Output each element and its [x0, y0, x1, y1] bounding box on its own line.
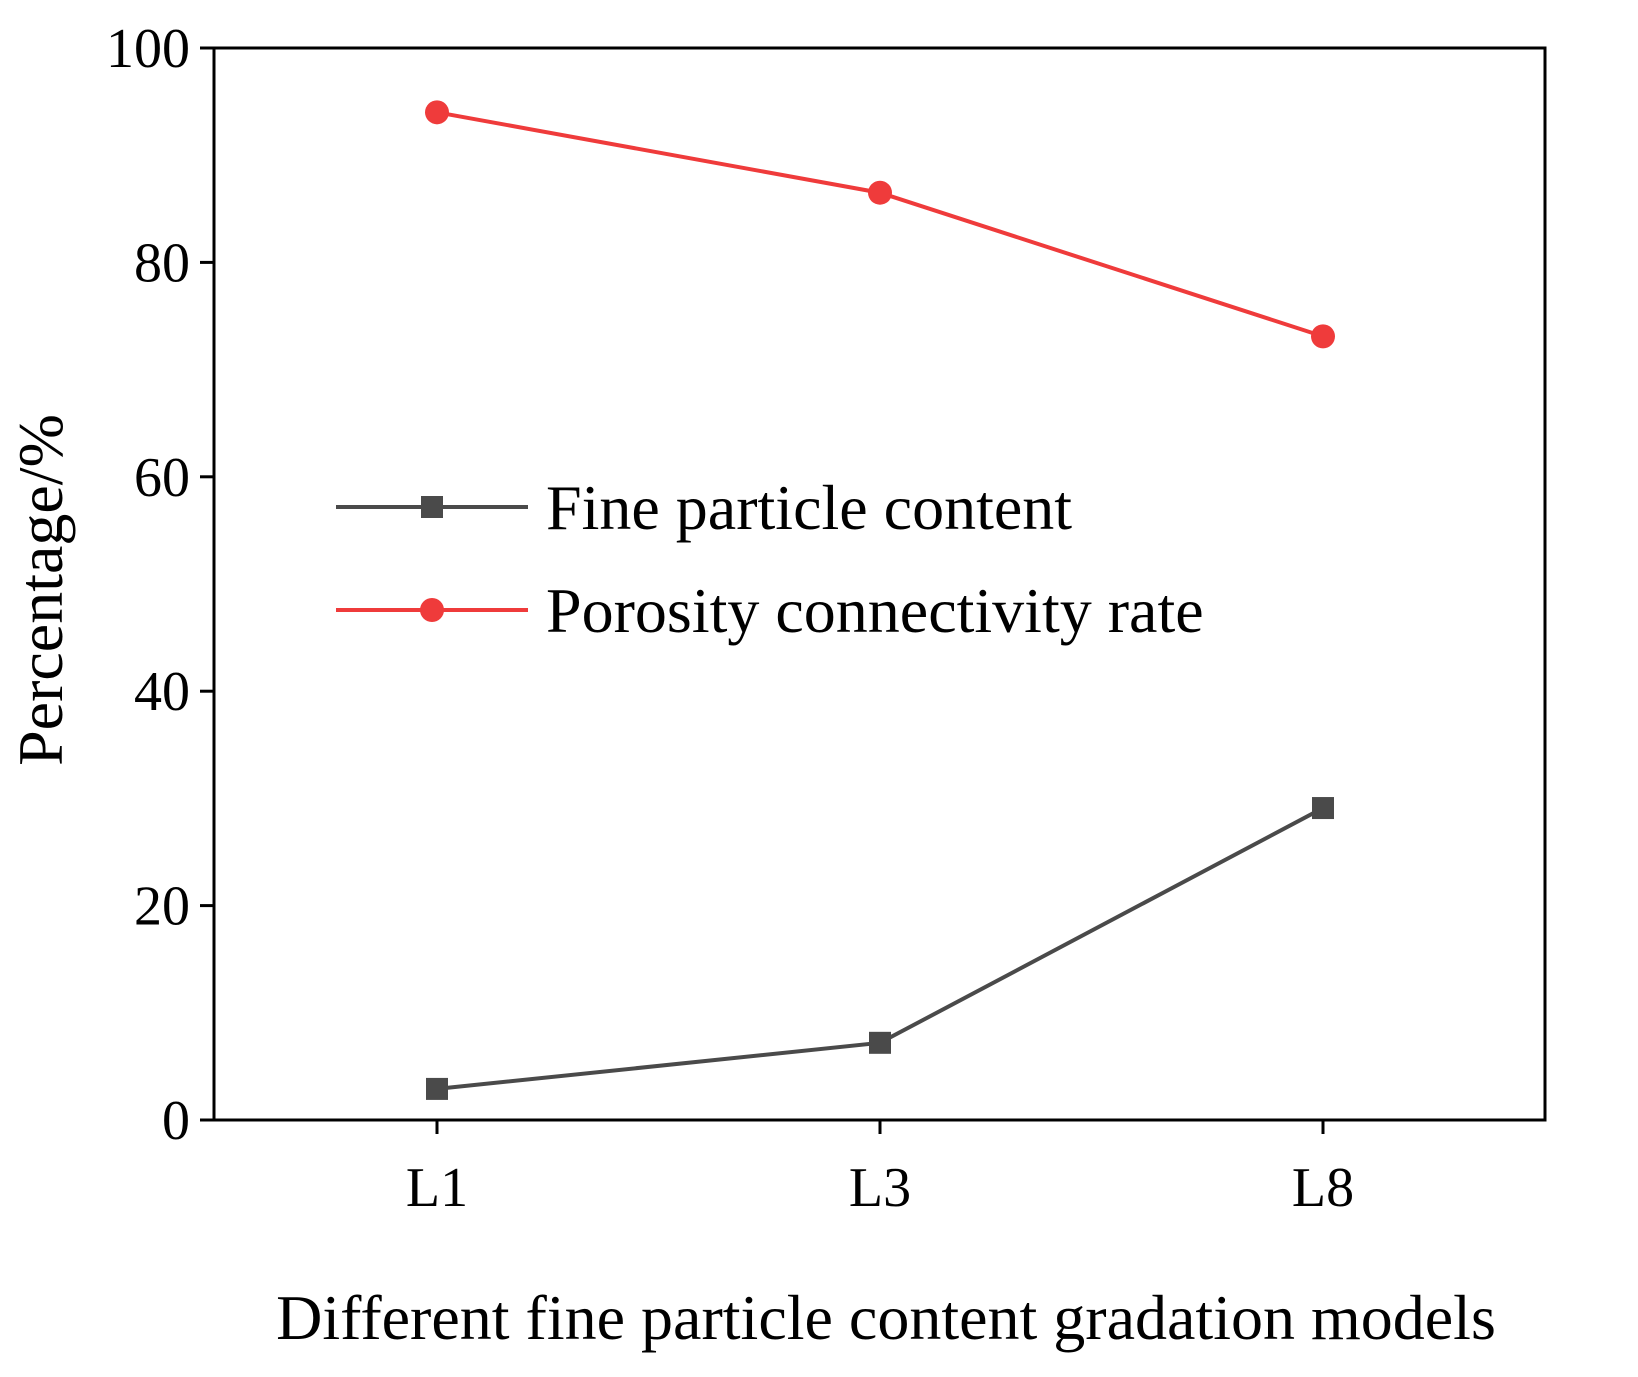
x-axis-title: Different fine particle content gradatio… — [276, 1282, 1496, 1353]
x-tick-label: L3 — [849, 1157, 911, 1219]
y-tick-label: 20 — [134, 876, 190, 938]
legend: Fine particle content Porosity connectivi… — [336, 472, 1204, 646]
data-point-circle — [425, 100, 449, 125]
x-tick-label: L1 — [406, 1157, 468, 1219]
y-axis-title: Percentage/% — [5, 414, 76, 766]
y-tick-label: 40 — [134, 661, 190, 723]
legend-marker-square — [421, 496, 443, 518]
y-axis: 0 20 40 60 80 100 — [106, 18, 214, 1152]
y-tick-label: 80 — [134, 232, 190, 294]
data-point-square — [869, 1031, 891, 1054]
legend-label: Fine particle content — [546, 472, 1072, 543]
data-point-square — [426, 1077, 448, 1100]
y-tick-label: 100 — [106, 18, 190, 80]
series-line-1 — [436, 110, 1324, 339]
y-tick-label: 0 — [162, 1090, 190, 1152]
data-point-circle — [868, 180, 892, 205]
series-layer — [425, 100, 1335, 1100]
y-tick-label: 60 — [134, 447, 190, 509]
x-axis: L1 L3 L8 — [406, 1120, 1354, 1219]
data-point-circle — [1311, 324, 1335, 349]
legend-marker-circle — [420, 598, 444, 622]
data-point-square — [1312, 797, 1334, 820]
x-tick-label: L8 — [1292, 1157, 1354, 1219]
legend-label: Porosity connectivity rate — [546, 575, 1204, 646]
